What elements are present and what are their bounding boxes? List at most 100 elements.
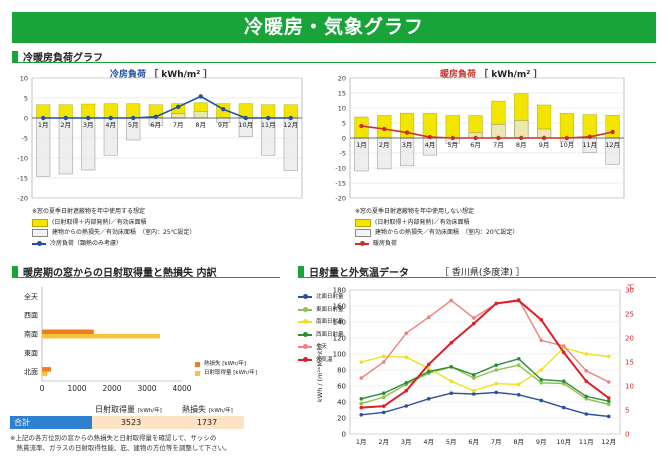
y-right-tick-label: 25 (625, 311, 634, 319)
x-tick-label: 5月 (128, 121, 139, 129)
y-tick-label: -5 (340, 150, 346, 158)
series-point (449, 379, 454, 383)
series-point (404, 404, 409, 408)
legend-item: 西面日射量 (298, 329, 344, 342)
load-point (153, 114, 158, 119)
series-point (381, 410, 386, 415)
series-point (584, 412, 589, 416)
legend-line (32, 240, 46, 246)
x-tick-label: 12月 (283, 121, 298, 129)
legend-item: 外気温 (298, 354, 344, 367)
y-tick-label: 全天 (24, 292, 38, 301)
legend-item: 全天 (298, 341, 344, 354)
series-point (426, 315, 431, 319)
load-point (243, 115, 248, 121)
y-tick-label: -15 (17, 175, 28, 183)
series-point (359, 376, 364, 380)
total-solar-value: 3523 (92, 416, 170, 429)
legend-label: 外気温 (316, 356, 333, 363)
y-tick-label: 0 (342, 135, 346, 143)
y-left-tick-label: 80 (337, 367, 346, 375)
x-tick-label: 4月 (105, 121, 116, 129)
series-point (426, 397, 431, 401)
y-tick-label: -15 (335, 180, 346, 188)
x-tick-label: 11月 (582, 141, 597, 149)
legend-swatch (32, 229, 48, 238)
table-row: 合計 3523 1737 (10, 416, 244, 429)
x-tick-label: 8月 (195, 121, 206, 129)
series-point (561, 344, 566, 348)
load-point (176, 104, 181, 109)
series-point (516, 357, 521, 361)
y-left-tick-label: 140 (333, 319, 346, 327)
y-tick-label: 北面 (24, 368, 38, 376)
legend-label: 全天 (316, 344, 328, 350)
series-point (381, 395, 386, 399)
load-point (519, 135, 524, 141)
legend-swatch (355, 229, 371, 238)
legend-line (355, 240, 369, 246)
load-point (86, 115, 91, 121)
series-point (561, 350, 566, 355)
series-point (471, 392, 476, 396)
series-point (449, 341, 454, 345)
series-point (404, 389, 409, 393)
legend-line (298, 344, 312, 350)
series-point (516, 298, 521, 303)
series-point (449, 298, 454, 303)
series-point (404, 381, 409, 385)
x-tick-label: 1000 (67, 384, 86, 393)
bar-gain (605, 115, 620, 139)
series-point (539, 381, 544, 385)
legend-item: 暖房負荷 (355, 239, 518, 250)
series-point (539, 368, 544, 372)
load-point (427, 134, 433, 140)
legend-note: ※窓の夏季日射遮蔽物を年中使用しない想定 (355, 208, 475, 215)
load-point (198, 94, 203, 99)
load-point (450, 135, 455, 141)
series-point (584, 379, 589, 383)
series-point (561, 405, 566, 410)
x-tick-label: 10月 (556, 438, 571, 446)
x-tick-label: 5月 (447, 141, 458, 149)
x-tick-label: 1月 (38, 121, 49, 129)
load-point (359, 123, 364, 129)
section-divider (12, 62, 656, 63)
legend-line (298, 331, 312, 337)
bar-gain (559, 113, 574, 139)
heating-chart-title: 暖房負荷 ［ kWh/m² ］ (440, 70, 543, 80)
heating-chart-legend: ※窓の夏季日射遮蔽物を年中使用しない想定 (日射取得＋内部発熱)／有効床面積 建… (355, 207, 518, 249)
bar-gain (422, 113, 437, 139)
x-tick-label: 3月 (83, 121, 94, 129)
series-line (360, 298, 610, 383)
y-left-tick-label: 100 (333, 351, 346, 359)
y-left-tick-label: 40 (337, 399, 346, 407)
series-point (359, 405, 364, 410)
series-point (494, 363, 499, 367)
y-left-tick-label: 120 (333, 335, 346, 343)
legend-swatch (195, 371, 200, 376)
window-total-table: 合計 3523 1737 (10, 416, 244, 429)
load-point (564, 135, 570, 141)
series-line (361, 346, 609, 392)
x-tick-label: 3000 (137, 384, 156, 393)
legend-item: 熱損失 [kWh/年] (195, 360, 257, 369)
series-point (471, 373, 476, 377)
series-point (539, 398, 544, 403)
x-tick-label: 7月 (493, 141, 504, 149)
legend-label: 東面日射量 (316, 306, 344, 313)
series-point (381, 404, 386, 408)
legend-item: 日射取得量 [kWh/年] (195, 369, 257, 378)
legend-note: ※窓の夏季日射遮蔽物を年中使用する想定 (32, 208, 146, 215)
legend-swatch (195, 362, 200, 367)
series-point (494, 390, 499, 395)
y-right-tick-label: 15 (625, 359, 634, 367)
series-line (361, 364, 609, 406)
legend-item: 建物からの熱損失／有効床面積 （室内：20℃設定） (355, 228, 518, 239)
y-left-axis-label: kWh / (m²*Month) (316, 344, 324, 402)
x-tick-label: 12月 (605, 141, 620, 149)
x-tick-label: 9月 (536, 438, 547, 446)
weather-chart-legend: 北面日射量 東面日射量 南面日射量 西面日射量 全天 外気温 (298, 291, 344, 366)
x-tick-label: 4000 (172, 384, 191, 393)
bar-loss (171, 113, 186, 119)
